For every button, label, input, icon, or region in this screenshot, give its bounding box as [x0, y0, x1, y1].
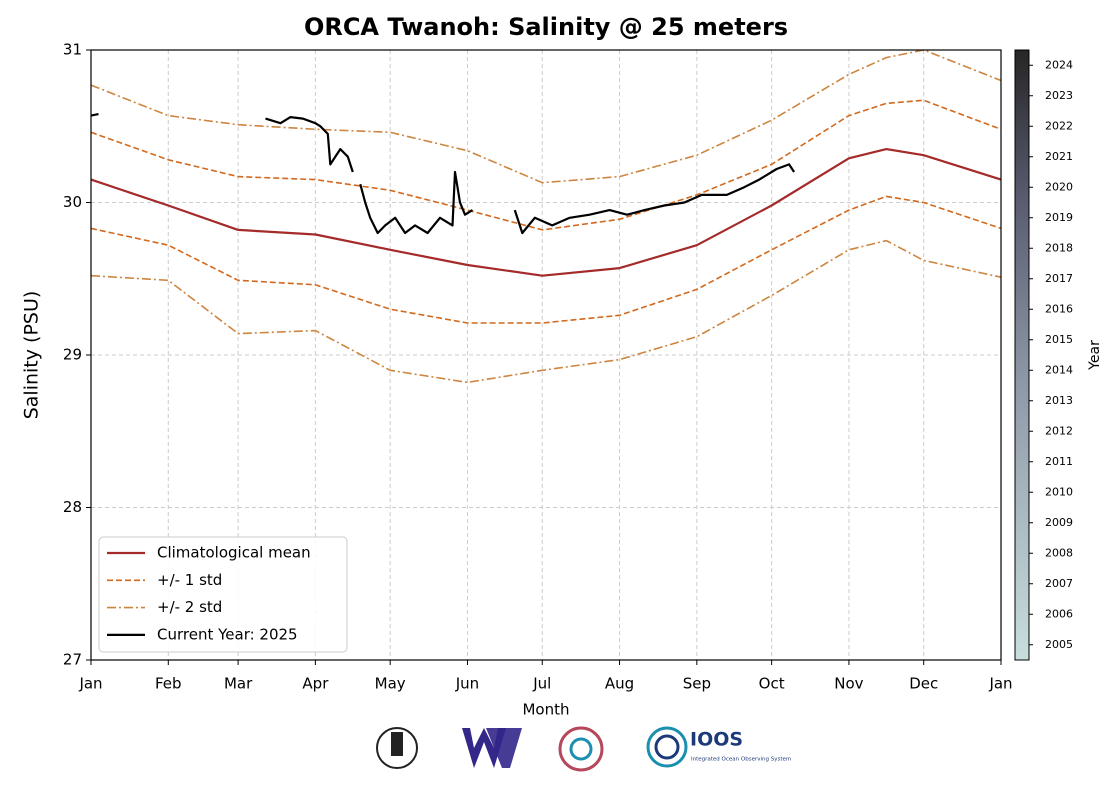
- colorbar-tick-label: 2019: [1045, 211, 1073, 224]
- x-axis-label: Month: [522, 701, 569, 719]
- series-line: [90, 148, 1002, 277]
- colorbar-tick-label: 2022: [1045, 119, 1073, 132]
- colorbar-tick-label: 2010: [1045, 485, 1073, 498]
- colorbar-tick-label: 2013: [1045, 394, 1073, 407]
- logos: IOOS Integrated Ocean Observing System: [376, 726, 791, 772]
- colorbar-tick-label: 2006: [1045, 607, 1073, 620]
- y-tick-label: 28: [63, 498, 82, 516]
- legend-box: [98, 536, 348, 653]
- x-tick-label: Dec: [909, 675, 938, 693]
- colorbar: [1014, 49, 1030, 661]
- legend-label: +/- 2 std: [157, 598, 222, 616]
- y-axis-label: Salinity (PSU): [21, 291, 43, 420]
- colorbar-tick-label: 2012: [1045, 424, 1073, 437]
- colorbar-tick-label: 2005: [1045, 638, 1073, 651]
- logo-text: IOOS: [690, 729, 743, 751]
- colorbar-tick-label: 2014: [1045, 363, 1073, 376]
- x-tick-label: Oct: [759, 675, 785, 693]
- colorbar-tick-label: 2015: [1045, 333, 1073, 346]
- series-line: [90, 195, 1002, 324]
- x-tick-label: Jan: [988, 675, 1012, 693]
- y-tick-label: 30: [63, 193, 82, 211]
- colorbar-tick-label: 2024: [1045, 58, 1073, 71]
- colorbar-label: Year: [1087, 340, 1103, 371]
- x-tick-label: Apr: [302, 675, 329, 693]
- series-line: [90, 239, 1002, 384]
- legend: Climatological mean +/- 1 std +/- 2 std Cur…: [98, 536, 348, 653]
- legend-label: Current Year: 2025: [157, 625, 298, 643]
- x-tick-label: Nov: [834, 675, 863, 693]
- x-tick-label: Feb: [155, 675, 182, 693]
- chart-title: ORCA Twanoh: Salinity @ 25 meters: [304, 13, 788, 41]
- colorbar-tick-label: 2016: [1045, 302, 1073, 315]
- colorbar-tick-label: 2011: [1045, 455, 1073, 468]
- colorbar-tick-label: 2008: [1045, 546, 1073, 559]
- y-tick-label: 29: [63, 346, 82, 364]
- series-line: [90, 49, 1002, 184]
- colorbar-tick-label: 2021: [1045, 150, 1073, 163]
- colorbar-tick-label: 2017: [1045, 272, 1073, 285]
- x-tick-label: Aug: [605, 675, 634, 693]
- x-tick-label: Jun: [455, 675, 479, 693]
- x-tick-label: Mar: [224, 675, 253, 693]
- y-tick-label: 27: [63, 651, 82, 669]
- legend-label: +/- 1 std: [157, 571, 222, 589]
- x-tick-label: May: [375, 675, 406, 693]
- colorbar-tick-label: 2020: [1045, 180, 1073, 193]
- plot-frame: [90, 49, 1002, 661]
- x-tick-label: Jul: [532, 675, 551, 693]
- colorbar-tick-label: 2023: [1045, 89, 1073, 102]
- series-line: [90, 99, 1002, 231]
- x-tick-label: Jan: [78, 675, 102, 693]
- legend-label: Climatological mean: [157, 544, 311, 562]
- colorbar-tick-label: 2007: [1045, 577, 1073, 590]
- colorbar-tick-label: 2018: [1045, 241, 1073, 254]
- series-line: [90, 113, 796, 235]
- y-tick-label: 31: [63, 41, 82, 59]
- logo-subtext: Integrated Ocean Observing System: [691, 757, 791, 763]
- colorbar-tick-label: 2009: [1045, 516, 1073, 529]
- x-tick-label: Sep: [683, 675, 711, 693]
